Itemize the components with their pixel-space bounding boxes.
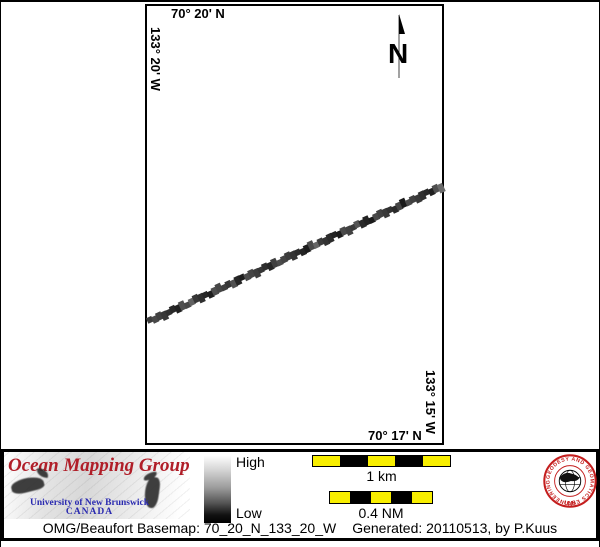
seal-unb-text: UNB — [563, 500, 577, 507]
scalebar-nm — [329, 491, 433, 504]
scalebar-segment — [350, 492, 371, 503]
coord-label-south: 70° 17' N — [368, 428, 422, 443]
scalebar-segment — [340, 456, 368, 466]
university-name: University of New Brunswick — [29, 498, 149, 508]
seal-globe-icon — [558, 469, 582, 493]
scalebar-segment — [391, 492, 412, 503]
omg-logo: Ocean Mapping Group University of New Br… — [4, 452, 190, 519]
svg-text:UNB: UNB — [563, 500, 577, 507]
generated-text: Generated: 20110513, by P.Kuus — [352, 520, 558, 536]
north-arrow-icon: N — [388, 14, 408, 78]
scalebar-nm-label: 0.4 NM — [358, 505, 404, 521]
depth-colorbar — [204, 456, 231, 523]
scalebar-segment — [370, 492, 392, 503]
scalebar-segment — [330, 492, 351, 503]
footer-caption: OMG/Beaufort Basemap: 70_20_N_133_20_W G… — [4, 520, 596, 536]
scalebar-km-label: 1 km — [366, 468, 397, 484]
scalebar-segment — [367, 456, 396, 466]
north-arrow-letter: N — [388, 38, 408, 69]
scalebar-segment — [422, 456, 451, 466]
scalebar-segment — [395, 456, 423, 466]
whale-silhouette-icon — [9, 474, 46, 496]
scalebar-km — [312, 455, 451, 467]
omg-logo-title: Ocean Mapping Group — [8, 455, 190, 476]
omg-logo-subtitle: University of New Brunswick CANADA — [12, 498, 167, 517]
coord-label-north: 70° 20' N — [171, 6, 225, 21]
colorbar-low-label: Low — [236, 505, 262, 521]
scalebar-segment — [411, 492, 433, 503]
basemap-name-text: OMG/Beaufort Basemap: 70_20_N_133_20_W — [42, 520, 337, 536]
colorbar-high-label: High — [236, 454, 265, 470]
scalebar-segment — [313, 456, 341, 466]
coord-label-east: 133° 15' W — [423, 370, 438, 434]
map-frame — [145, 4, 444, 445]
unb-seal-logo: GEODESY AND GEOMATICS ENGINEERING UNB — [543, 454, 597, 508]
country-name: CANADA — [65, 507, 114, 517]
coord-label-west: 133° 20' W — [148, 27, 163, 91]
page-top-border — [1, 0, 599, 2]
legend-footer-box: Ocean Mapping Group University of New Br… — [1, 449, 599, 541]
